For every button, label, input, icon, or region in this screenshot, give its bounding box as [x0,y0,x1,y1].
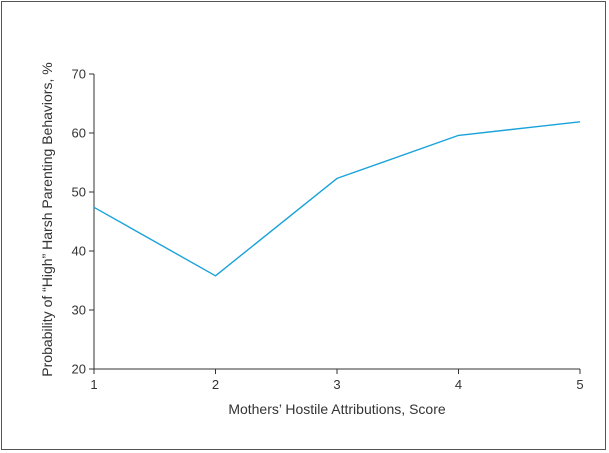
x-tick-label: 5 [576,377,583,392]
y-tick-label: 30 [72,303,86,318]
x-tick-label: 2 [212,377,219,392]
x-tick-label: 1 [90,377,97,392]
x-tick-label: 3 [333,377,340,392]
y-tick-label: 20 [72,362,86,377]
x-axis-ticks: 1 2 3 4 5 [90,369,584,392]
x-tick-label: 4 [455,377,462,392]
series-line [93,121,581,277]
y-tick-label: 40 [72,244,86,259]
y-axis-ticks: 20 30 40 50 60 70 [72,67,94,377]
y-tick-label: 70 [72,67,86,82]
y-tick-label: 50 [72,185,86,200]
y-tick-label: 60 [72,126,86,141]
x-axis-title: Mothers’ Hostile Attributions, Score [228,401,446,417]
y-axis-title: Probability of “High” Harsh Parenting Be… [39,62,55,376]
